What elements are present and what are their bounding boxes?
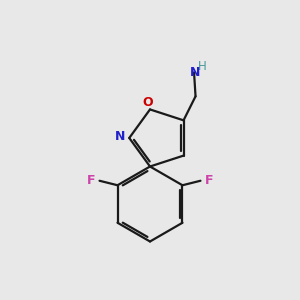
Text: O: O	[142, 96, 153, 109]
Text: F: F	[87, 174, 95, 187]
Text: H: H	[198, 60, 207, 74]
Text: N: N	[190, 66, 201, 79]
Text: F: F	[205, 174, 213, 187]
Text: N: N	[115, 130, 125, 143]
